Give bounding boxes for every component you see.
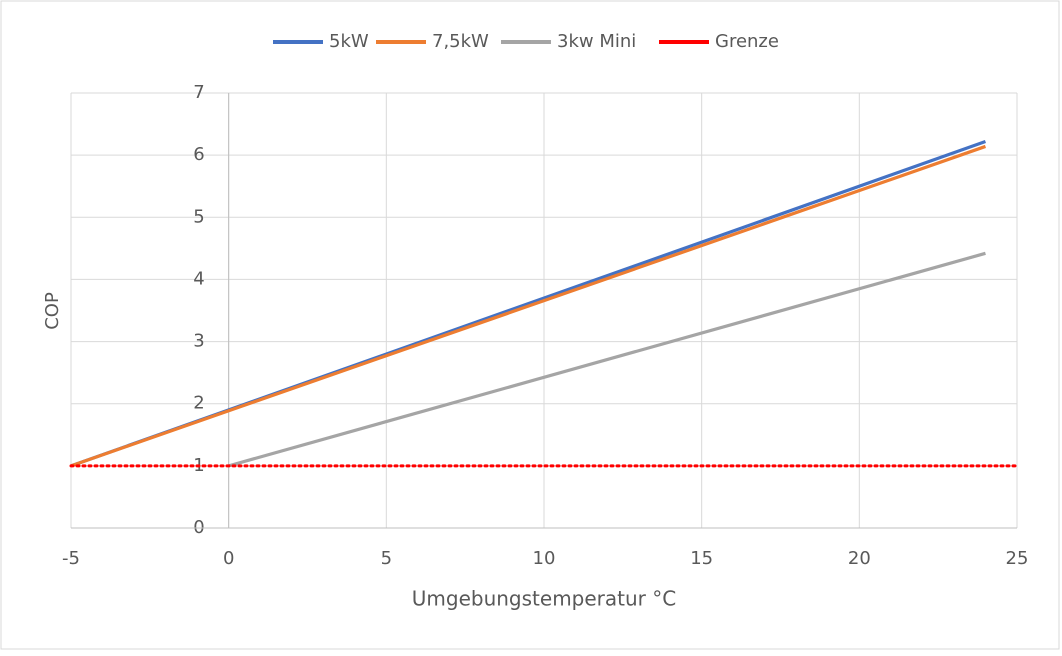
- y-tick-label: 3: [193, 331, 204, 352]
- y-tick-label: 2: [193, 393, 204, 414]
- legend-label: 7,5kW: [432, 31, 489, 52]
- y-axis-title: COP: [42, 292, 63, 330]
- legend-label: 3kw Mini: [557, 31, 636, 52]
- legend-label: Grenze: [715, 31, 779, 52]
- x-tick-label: 25: [1006, 548, 1029, 569]
- x-tick-label: 20: [848, 548, 871, 569]
- x-tick-label: 5: [381, 548, 392, 569]
- legend-label: 5kW: [329, 31, 369, 52]
- series-line: [70, 144, 986, 468]
- x-tick-label: 0: [223, 548, 234, 569]
- series-line: [228, 251, 986, 468]
- y-tick-label: 6: [193, 144, 204, 165]
- y-tick-label: 4: [193, 268, 204, 289]
- x-axis-title: Umgebungstemperatur °C: [412, 587, 676, 611]
- x-tick-label: -5: [62, 548, 80, 569]
- y-tick-label: 7: [193, 82, 204, 103]
- y-tick-label: 5: [193, 206, 204, 227]
- x-tick-label: 15: [690, 548, 713, 569]
- x-tick-label: 10: [533, 548, 556, 569]
